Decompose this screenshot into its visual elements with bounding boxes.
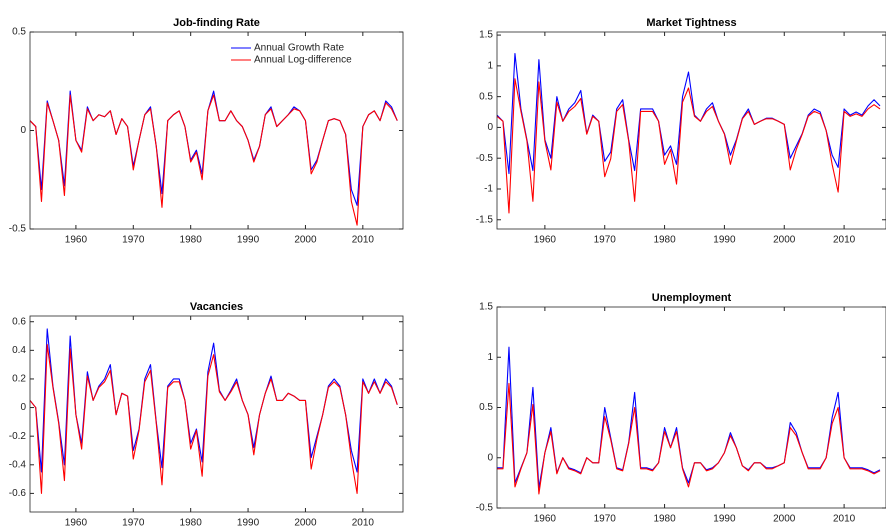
- y-tick-label: -1: [484, 184, 493, 195]
- x-tick-label: 2000: [294, 518, 317, 529]
- legend-label: Annual Growth Rate: [254, 43, 344, 54]
- y-tick-label: 1.5: [479, 30, 493, 41]
- data-line: [30, 94, 398, 226]
- y-tick-label: 1.5: [479, 302, 493, 313]
- x-tick-label: 1960: [65, 235, 88, 246]
- y-tick-label: 0.5: [479, 91, 493, 102]
- y-tick-label: 0.5: [12, 27, 26, 38]
- y-tick-label: 0.4: [12, 345, 26, 356]
- y-tick-label: 1: [487, 352, 493, 363]
- x-tick-label: 1970: [122, 518, 145, 529]
- x-tick-label: 1960: [534, 514, 557, 525]
- y-tick-label: -0.4: [9, 459, 27, 470]
- x-tick-label: 1980: [653, 235, 676, 246]
- x-tick-label: 1960: [65, 518, 88, 529]
- x-tick-label: 1980: [180, 235, 203, 246]
- panel: Vacancies -0.6 -0.4 -0.2 0 0.2 0.4 0.6 1960 1970 1…: [9, 301, 404, 529]
- y-tick-label: -0.5: [9, 224, 27, 235]
- x-tick-label: 2010: [352, 235, 375, 246]
- axes-border: [496, 306, 886, 509]
- legend-box: [227, 38, 365, 70]
- x-tick-label: 2000: [773, 235, 796, 246]
- data-line: [497, 382, 881, 495]
- y-tick-label: 0.2: [12, 374, 26, 385]
- y-tick-label: 0: [487, 452, 493, 463]
- x-tick-label: 1990: [237, 518, 260, 529]
- axes-border: [496, 31, 886, 230]
- y-tick-label: -0.5: [476, 153, 494, 164]
- chart-title: Market Tightness: [646, 17, 736, 29]
- axes-border: [29, 31, 404, 230]
- x-tick-label: 1970: [122, 235, 145, 246]
- data-line: [30, 344, 398, 494]
- x-tick-label: 1990: [713, 235, 736, 246]
- panel: Market Tightness -1.5 -1 -0.5 0 0.5 1 1.5 1960 19…: [476, 17, 886, 246]
- y-tick-label: 0.6: [12, 316, 26, 327]
- x-tick-label: 2000: [773, 514, 796, 525]
- y-tick-label: -1.5: [476, 214, 494, 225]
- chart-title: Vacancies: [190, 301, 243, 313]
- data-line: [497, 53, 881, 175]
- axes-frame: [497, 32, 886, 229]
- y-tick-label: -0.5: [476, 503, 494, 514]
- x-tick-label: 1960: [534, 235, 557, 246]
- x-tick-label: 1990: [237, 235, 260, 246]
- x-tick-label: 2010: [833, 514, 856, 525]
- x-tick-label: 2000: [294, 235, 317, 246]
- y-tick-label: 0: [487, 122, 493, 133]
- chart-title: Job-finding Rate: [173, 17, 260, 29]
- y-tick-label: 0.5: [479, 402, 493, 413]
- y-tick-label: 0: [20, 402, 26, 413]
- panel: Job-finding Rate -0.5 0 0.5 1960 1970 1980 1990…: [9, 17, 404, 246]
- x-tick-label: 2010: [352, 518, 375, 529]
- data-line: [497, 78, 881, 214]
- x-tick-label: 1980: [180, 518, 203, 529]
- axes-border: [29, 315, 404, 513]
- y-tick-label: 1: [487, 61, 493, 72]
- legend-label: Annual Log-difference: [254, 55, 352, 66]
- y-tick-label: -0.6: [9, 488, 27, 499]
- x-tick-label: 1980: [653, 514, 676, 525]
- y-tick-label: 0: [20, 125, 26, 136]
- axes-frame: [30, 316, 403, 512]
- chart-title: Unemployment: [652, 292, 732, 304]
- x-tick-label: 2010: [833, 235, 856, 246]
- x-tick-label: 1970: [594, 235, 617, 246]
- x-tick-label: 1970: [594, 514, 617, 525]
- y-tick-label: -0.2: [9, 431, 27, 442]
- axes-frame: [497, 307, 886, 508]
- panel: Unemployment -0.5 0 0.5 1 1.5 1960 1970 1980 1990…: [476, 292, 886, 525]
- x-tick-label: 1990: [713, 514, 736, 525]
